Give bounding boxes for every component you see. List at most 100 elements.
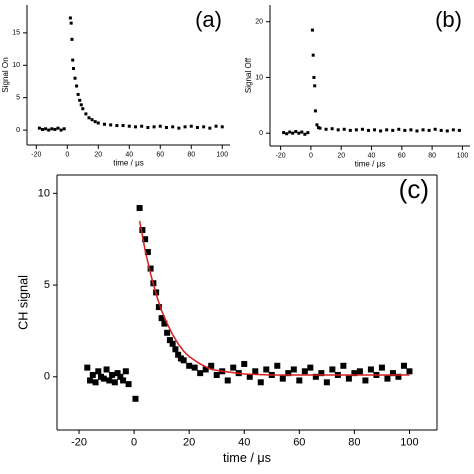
point — [202, 366, 209, 373]
point — [257, 379, 264, 386]
point — [76, 92, 80, 96]
point — [68, 16, 72, 20]
point — [285, 370, 292, 377]
point — [117, 373, 124, 380]
point — [230, 364, 237, 371]
point — [56, 126, 60, 130]
point — [47, 128, 51, 132]
point — [132, 395, 139, 402]
point — [296, 377, 303, 384]
point — [367, 366, 374, 373]
y-tick-label: 0 — [44, 371, 50, 383]
point — [133, 125, 137, 129]
point — [427, 128, 431, 132]
x-tick-label: 80 — [187, 151, 195, 158]
point — [362, 377, 369, 384]
point — [415, 129, 419, 133]
point — [155, 304, 162, 311]
point — [44, 127, 48, 131]
x-tick-label: 40 — [125, 151, 133, 158]
x-tick-label: -20 — [31, 151, 41, 158]
x-tick-label: 40 — [238, 437, 250, 449]
point — [310, 28, 314, 32]
point — [175, 351, 182, 358]
point — [330, 127, 334, 131]
point — [294, 130, 298, 134]
point — [348, 128, 352, 132]
point — [191, 364, 198, 371]
point — [282, 131, 286, 135]
point — [274, 362, 281, 369]
point — [379, 129, 383, 133]
point — [312, 373, 319, 380]
y-tick-label: 0 — [259, 130, 263, 137]
point — [164, 329, 171, 336]
point — [318, 126, 322, 130]
x-tick-label: 100 — [216, 151, 228, 158]
x-tick-label: 20 — [337, 152, 345, 159]
point — [125, 381, 132, 388]
point — [421, 128, 425, 132]
point — [345, 375, 352, 382]
point — [214, 124, 218, 128]
point — [303, 132, 307, 136]
point — [142, 236, 149, 243]
point — [81, 107, 85, 111]
point — [306, 131, 310, 135]
point — [121, 124, 125, 128]
y-axis-label: CH signal — [16, 275, 30, 330]
point — [457, 128, 461, 132]
point — [300, 130, 304, 134]
point — [395, 373, 402, 380]
point — [354, 128, 358, 132]
panel-label: (b) — [435, 7, 462, 32]
point — [307, 364, 314, 371]
point — [360, 127, 364, 131]
point — [111, 379, 118, 386]
y-tick-label: 10 — [38, 187, 50, 199]
point — [70, 37, 74, 41]
point — [87, 377, 94, 384]
point — [391, 128, 395, 132]
x-tick-label: 20 — [183, 437, 195, 449]
point — [311, 53, 315, 57]
point — [71, 67, 75, 71]
point — [213, 371, 220, 378]
point — [40, 127, 44, 131]
point — [92, 379, 99, 386]
x-tick-label: 100 — [400, 437, 418, 449]
point — [37, 126, 41, 130]
point — [122, 368, 129, 375]
point — [316, 126, 320, 130]
point — [158, 124, 162, 128]
point — [313, 109, 317, 113]
x-axis-label: time / μs — [223, 451, 271, 465]
point — [139, 227, 146, 234]
point — [93, 120, 97, 124]
y-tick-label: 5 — [16, 95, 20, 102]
point — [263, 366, 270, 373]
point — [351, 370, 358, 377]
point — [177, 126, 181, 130]
point — [75, 84, 79, 88]
point — [84, 364, 91, 371]
point — [397, 127, 401, 131]
point — [439, 128, 443, 132]
point — [220, 125, 224, 129]
point — [114, 370, 121, 377]
point — [166, 337, 173, 344]
y-tick-label: 10 — [12, 62, 20, 69]
point — [433, 127, 437, 131]
x-tick-label: 0 — [309, 152, 313, 159]
point — [403, 128, 407, 132]
point — [313, 84, 317, 88]
point — [50, 127, 54, 131]
point — [78, 98, 82, 102]
point — [147, 265, 154, 272]
point — [329, 366, 336, 373]
x-axis-label: time / μs — [355, 159, 386, 168]
x-tick-label: 80 — [348, 437, 360, 449]
point — [323, 379, 330, 386]
point — [69, 21, 73, 25]
